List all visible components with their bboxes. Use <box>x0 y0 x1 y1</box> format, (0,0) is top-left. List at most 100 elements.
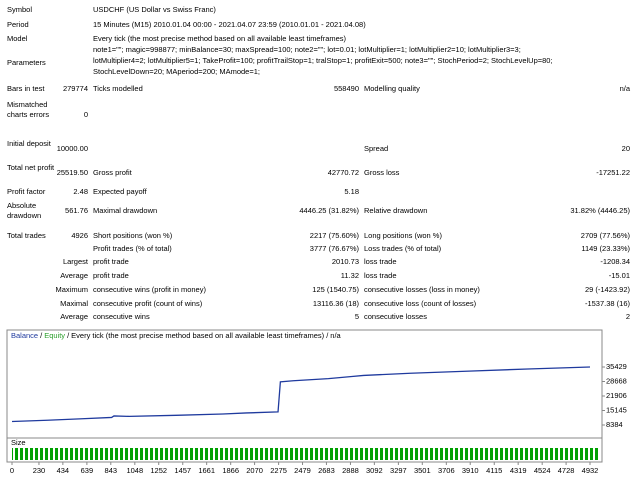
report-cell: Relative drawdown <box>364 206 428 215</box>
report-cell: consecutive losses <box>364 312 427 321</box>
report-cell: Average <box>60 312 88 321</box>
report-cell: 13116.36 (18) <box>312 299 359 308</box>
report-cell: Parameters <box>7 58 46 67</box>
report-cell: Total trades <box>7 231 46 240</box>
report-cell: 25519.50 <box>56 168 88 177</box>
report-cell: lotMultiplier4=2; lotMultiplier5=1; Take… <box>93 56 553 65</box>
legend-equity: Equity <box>44 331 65 340</box>
y-tick-label: 8384 <box>606 420 623 429</box>
report-cell: consecutive losses (loss in money) <box>364 285 480 294</box>
report-cell: -15.01 <box>608 271 630 280</box>
x-tick-label: 4728 <box>558 466 575 475</box>
report-cell: 2 <box>625 312 630 321</box>
report-cell: profit trade <box>93 257 129 266</box>
report-cell: 2.48 <box>73 187 88 196</box>
report-cell: 2217 (75.60%) <box>309 231 359 240</box>
report-cell: Spread <box>364 144 389 153</box>
separator: / <box>67 331 70 340</box>
x-tick-label: 4115 <box>486 466 502 475</box>
report-cell: Long positions (won %) <box>364 231 442 240</box>
x-tick-label: 3910 <box>462 466 479 475</box>
x-tick-label: 1661 <box>198 466 215 475</box>
report-cell: 15 Minutes (M15) 2010.01.04 00:00 - 2021… <box>93 20 366 29</box>
report-cell: USDCHF (US Dollar vs Swiss Franc) <box>93 5 216 14</box>
size-label: Size <box>11 438 26 447</box>
report-cell: Modelling quality <box>364 84 420 93</box>
separator: / <box>40 331 43 340</box>
report-cell: note1=""; magic=998877; minBalance=30; m… <box>93 45 521 54</box>
report-cell: StochLevelDown=20; MAperiod=200; MAmode=… <box>93 67 260 76</box>
report-cell: 3777 (76.67%) <box>309 244 359 253</box>
x-tick-label: 3706 <box>438 466 455 475</box>
report-cell: 42770.72 <box>327 168 359 177</box>
report-cell: 4926 <box>71 231 88 240</box>
report-cell: Total net profit <box>7 163 55 172</box>
report-cell: 1149 (23.33%) <box>581 244 630 253</box>
y-tick-label: 15145 <box>606 405 627 414</box>
report-cell: 125 (1540.75) <box>312 285 359 294</box>
report-cell: -1537.38 (16) <box>584 299 630 308</box>
report-cell: Period <box>7 20 29 29</box>
y-tick-label: 21906 <box>606 391 627 400</box>
report-cell: Ticks modelled <box>93 84 143 93</box>
report-cell: Maximal drawdown <box>93 206 158 215</box>
x-tick-label: 1457 <box>174 466 191 475</box>
x-tick-label: 1866 <box>222 466 239 475</box>
report-cell: -17251.22 <box>596 168 630 177</box>
report-cell: consecutive loss (count of losses) <box>364 299 477 308</box>
x-tick-label: 639 <box>81 466 94 475</box>
report-cell: consecutive wins (profit in money) <box>93 285 206 294</box>
report-cell: 558490 <box>333 84 359 93</box>
report-cell: 5.18 <box>344 187 359 196</box>
model: Every tick (the most precise method base… <box>71 331 325 340</box>
report-cell: 2709 (77.56%) <box>580 231 630 240</box>
x-tick-label: 4932 <box>582 466 599 475</box>
x-tick-label: 4524 <box>534 466 551 475</box>
report-cell: 5 <box>354 312 359 321</box>
report-cell: 2010.73 <box>331 257 359 266</box>
x-tick-label: 1048 <box>126 466 143 475</box>
report-cell: 20 <box>621 144 630 153</box>
report-cell: -1208.34 <box>600 257 630 266</box>
report-cell: Average <box>60 271 88 280</box>
report-cell: Expected payoff <box>93 187 147 196</box>
report-cell: Mismatched charts errors <box>7 100 50 119</box>
report-cell: Model <box>7 34 28 43</box>
x-tick-label: 843 <box>105 466 118 475</box>
report-cell: Loss trades (% of total) <box>364 244 442 253</box>
x-tick-label: 2888 <box>342 466 359 475</box>
report-cell: Initial deposit <box>7 139 51 148</box>
report-cell: 4446.25 (31.82%) <box>299 206 359 215</box>
x-tick-label: 0 <box>10 466 14 475</box>
x-tick-label: 230 <box>33 466 46 475</box>
report-cell: n/a <box>619 84 630 93</box>
x-tick-label: 4319 <box>510 466 527 475</box>
report-cell: Bars in test <box>7 84 45 93</box>
report-cell: Every tick (the most precise method base… <box>93 34 347 43</box>
y-tick-label: 28668 <box>606 376 627 385</box>
report-cell: 10000.00 <box>56 144 88 153</box>
report-cell: loss trade <box>364 271 397 280</box>
x-tick-label: 434 <box>57 466 70 475</box>
report-cell: Maximum <box>55 285 88 294</box>
report-cell: Short positions (won %) <box>93 231 173 240</box>
x-tick-label: 2275 <box>270 466 287 475</box>
report-cell: 29 (-1423.92) <box>584 285 630 294</box>
report-cell: 0 <box>83 110 88 119</box>
report-cell: Symbol <box>7 5 33 14</box>
legend-balance: Balance <box>11 331 38 340</box>
report-cell: 561.76 <box>65 206 88 215</box>
report-cell: Absolute drawdown <box>7 201 42 220</box>
report-cell: loss trade <box>364 257 397 266</box>
report-cell: Gross loss <box>364 168 400 177</box>
x-tick-label: 3501 <box>414 466 431 475</box>
x-tick-label: 2070 <box>246 466 263 475</box>
x-tick-label: 3092 <box>366 466 383 475</box>
report-cell: Gross profit <box>93 168 132 177</box>
y-tick-label: 35429 <box>606 362 627 371</box>
report-cell: profit trade <box>93 271 129 280</box>
quality: n/a <box>330 331 341 340</box>
report-cell: Largest <box>62 257 88 266</box>
